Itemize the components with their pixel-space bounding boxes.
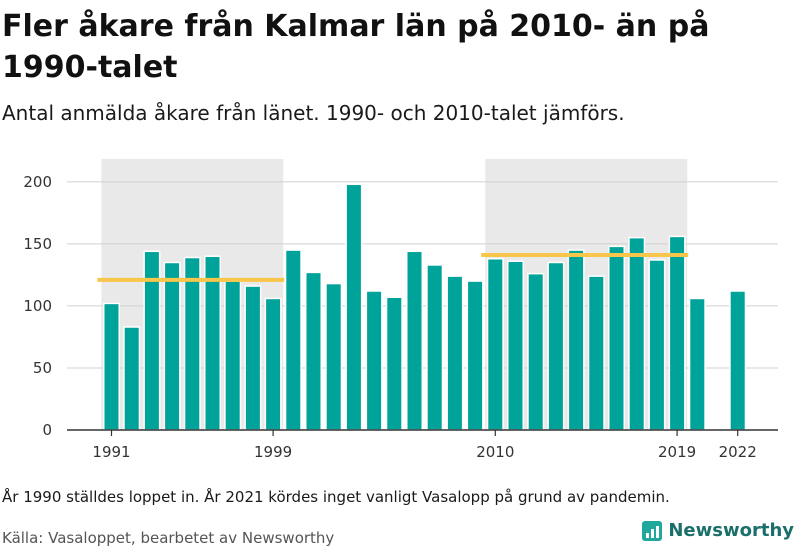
x-tick-label-1999: 1999 [254,443,292,461]
x-tick-label-2019: 2019 [658,443,696,461]
y-tick-label-100: 100 [23,297,52,315]
bar-2003 [345,183,363,431]
bar-2013 [547,261,565,431]
source-credit: Källa: Vasaloppet, bearbetet av Newswort… [2,529,335,547]
bar-2007 [426,264,444,431]
bar-2015 [587,275,605,431]
bar-2018 [648,259,666,431]
bar-2000 [284,249,302,431]
bar-chart: 0 50 100 150 200 1991 1999 2010 2019 2022 [23,159,778,461]
newsworthy-logo-icon [642,520,663,541]
chart-subtitle: Antal anmälda åkare från länet. 1990- oc… [2,101,625,125]
bar-2022 [729,290,747,431]
bar-2006 [406,250,423,431]
newsworthy-logo: Newsworthy [642,520,794,541]
x-tick-label-1991: 1991 [92,443,130,461]
footnote: År 1990 ställdes loppet in. År 2021 körd… [2,488,670,506]
bar-2005 [385,296,403,431]
bar-1998 [244,285,262,431]
bar-1995 [183,256,201,431]
bar-2002 [325,282,343,431]
bar-2010 [486,258,504,431]
bar-2020 [688,297,706,431]
bar-1997 [224,280,242,431]
bar-2008 [446,275,464,431]
bar-2014 [567,249,585,431]
y-tick-label-0: 0 [42,421,52,439]
newsworthy-logo-text: Newsworthy [668,520,794,541]
bar-1996 [204,255,221,431]
bar-2001 [305,271,322,431]
x-tick-label-2010: 2010 [476,443,514,461]
bar-1999 [264,297,282,431]
bar-1991 [103,302,120,431]
y-tick-label-200: 200 [23,173,52,191]
bar-2004 [365,290,383,431]
bar-2019 [668,235,686,431]
bar-2017 [628,236,646,431]
bar-1994 [163,261,181,431]
y-tick-label-50: 50 [33,359,52,377]
bar-1992 [123,326,141,431]
bar-2009 [466,280,484,431]
x-tick-label-2022: 2022 [719,443,757,461]
bar-2016 [608,245,625,431]
bar-2012 [527,272,545,431]
y-tick-label-150: 150 [23,235,52,253]
chart-title: Fler åkare från Kalmar län på 2010- än p… [2,9,710,85]
bar-2011 [507,260,524,431]
